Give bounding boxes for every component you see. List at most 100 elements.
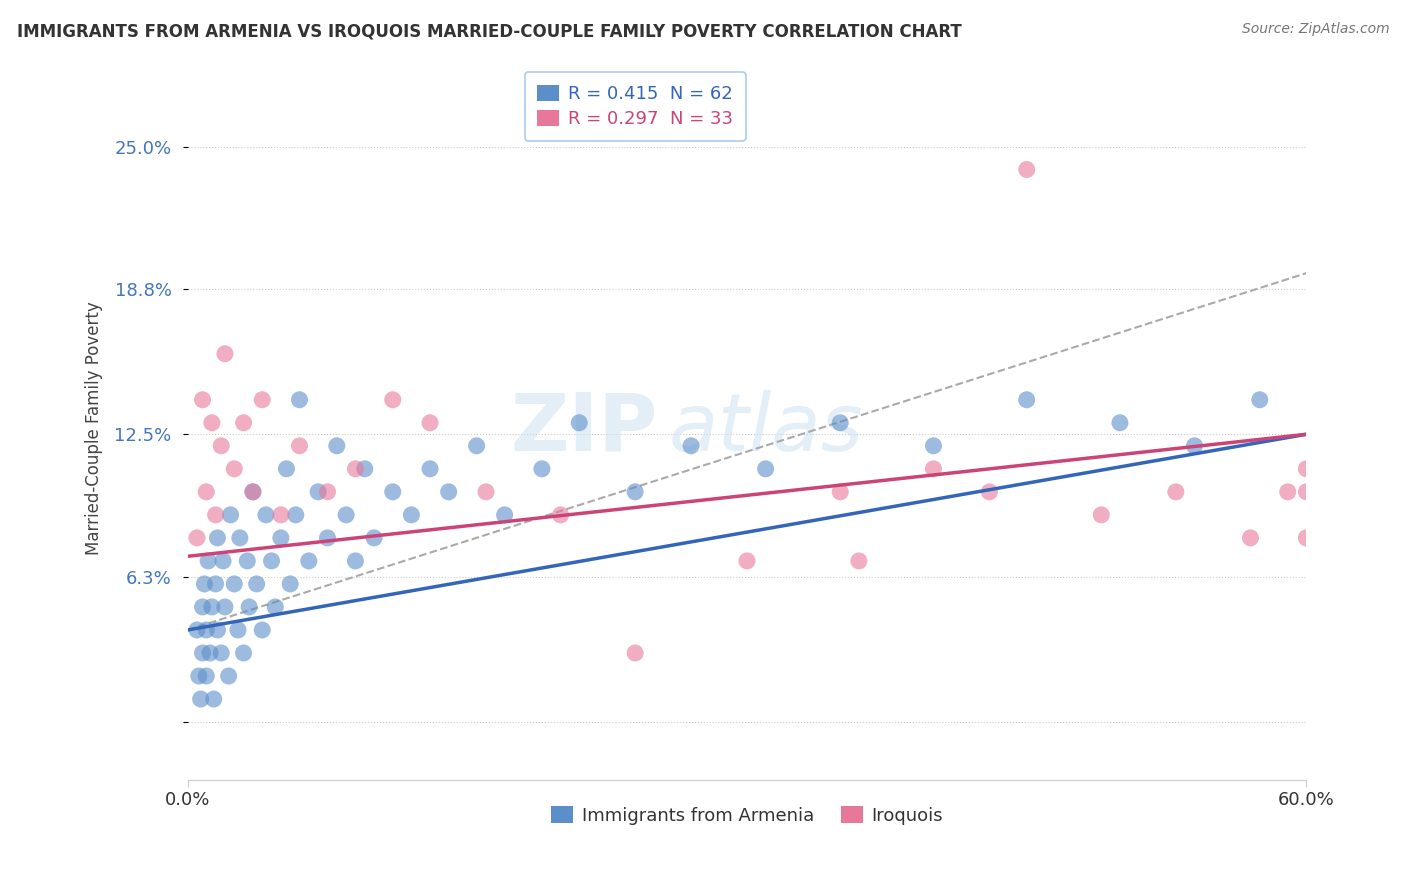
- Point: [1239, 531, 1261, 545]
- Point: [224, 462, 246, 476]
- Point: [207, 623, 229, 637]
- Point: [568, 416, 591, 430]
- Point: [1109, 416, 1132, 430]
- Point: [198, 646, 221, 660]
- Point: [830, 484, 852, 499]
- Point: [1277, 484, 1299, 499]
- Point: [186, 623, 208, 637]
- Point: [214, 599, 236, 614]
- Point: [848, 554, 870, 568]
- Point: [735, 554, 758, 568]
- Point: [419, 462, 441, 476]
- Point: [344, 462, 367, 476]
- Point: [254, 508, 277, 522]
- Point: [201, 416, 224, 430]
- Point: [214, 347, 236, 361]
- Point: [1184, 439, 1206, 453]
- Point: [922, 439, 945, 453]
- Point: [187, 669, 209, 683]
- Point: [284, 508, 307, 522]
- Point: [1090, 508, 1112, 522]
- Point: [1015, 392, 1038, 407]
- Point: [226, 623, 249, 637]
- Point: [212, 554, 235, 568]
- Point: [307, 484, 329, 499]
- Point: [344, 554, 367, 568]
- Point: [298, 554, 321, 568]
- Point: [201, 599, 224, 614]
- Point: [202, 692, 225, 706]
- Point: [755, 462, 778, 476]
- Point: [1249, 392, 1271, 407]
- Point: [224, 577, 246, 591]
- Point: [190, 692, 212, 706]
- Point: [681, 439, 703, 453]
- Point: [419, 416, 441, 430]
- Text: IMMIGRANTS FROM ARMENIA VS IROQUOIS MARRIED-COUPLE FAMILY POVERTY CORRELATION CH: IMMIGRANTS FROM ARMENIA VS IROQUOIS MARR…: [17, 22, 962, 40]
- Point: [335, 508, 357, 522]
- Point: [195, 669, 218, 683]
- Point: [186, 531, 208, 545]
- Point: [475, 484, 498, 499]
- Point: [270, 508, 292, 522]
- Point: [624, 484, 647, 499]
- Legend: Immigrants from Armenia, Iroquois: Immigrants from Armenia, Iroquois: [541, 797, 952, 834]
- Point: [236, 554, 259, 568]
- Point: [1015, 162, 1038, 177]
- Text: atlas: atlas: [669, 390, 863, 467]
- Point: [288, 392, 311, 407]
- Point: [1295, 462, 1317, 476]
- Point: [316, 484, 339, 499]
- Point: [191, 646, 214, 660]
- Point: [550, 508, 572, 522]
- Point: [250, 623, 273, 637]
- Point: [530, 462, 553, 476]
- Point: [209, 646, 232, 660]
- Point: [381, 392, 404, 407]
- Point: [232, 646, 254, 660]
- Point: [624, 646, 647, 660]
- Point: [197, 554, 219, 568]
- Point: [830, 416, 852, 430]
- Point: [229, 531, 252, 545]
- Point: [270, 531, 292, 545]
- Point: [232, 416, 254, 430]
- Point: [191, 392, 214, 407]
- Point: [353, 462, 375, 476]
- Point: [242, 484, 264, 499]
- Point: [381, 484, 404, 499]
- Point: [276, 462, 298, 476]
- Point: [288, 439, 311, 453]
- Point: [401, 508, 423, 522]
- Point: [195, 623, 218, 637]
- Point: [207, 531, 229, 545]
- Point: [219, 508, 242, 522]
- Point: [437, 484, 460, 499]
- Point: [494, 508, 516, 522]
- Point: [316, 531, 339, 545]
- Point: [1295, 484, 1317, 499]
- Point: [209, 439, 232, 453]
- Point: [326, 439, 349, 453]
- Point: [278, 577, 301, 591]
- Point: [979, 484, 1001, 499]
- Point: [204, 577, 226, 591]
- Point: [465, 439, 488, 453]
- Point: [193, 577, 215, 591]
- Point: [1164, 484, 1187, 499]
- Point: [195, 484, 218, 499]
- Point: [191, 599, 214, 614]
- Point: [242, 484, 264, 499]
- Point: [250, 392, 273, 407]
- Text: Source: ZipAtlas.com: Source: ZipAtlas.com: [1241, 22, 1389, 37]
- Point: [204, 508, 226, 522]
- Point: [260, 554, 283, 568]
- Text: ZIP: ZIP: [510, 390, 658, 467]
- Point: [1295, 531, 1317, 545]
- Point: [218, 669, 240, 683]
- Point: [264, 599, 287, 614]
- Point: [246, 577, 269, 591]
- Point: [922, 462, 945, 476]
- Y-axis label: Married-Couple Family Poverty: Married-Couple Family Poverty: [86, 301, 103, 556]
- Point: [238, 599, 260, 614]
